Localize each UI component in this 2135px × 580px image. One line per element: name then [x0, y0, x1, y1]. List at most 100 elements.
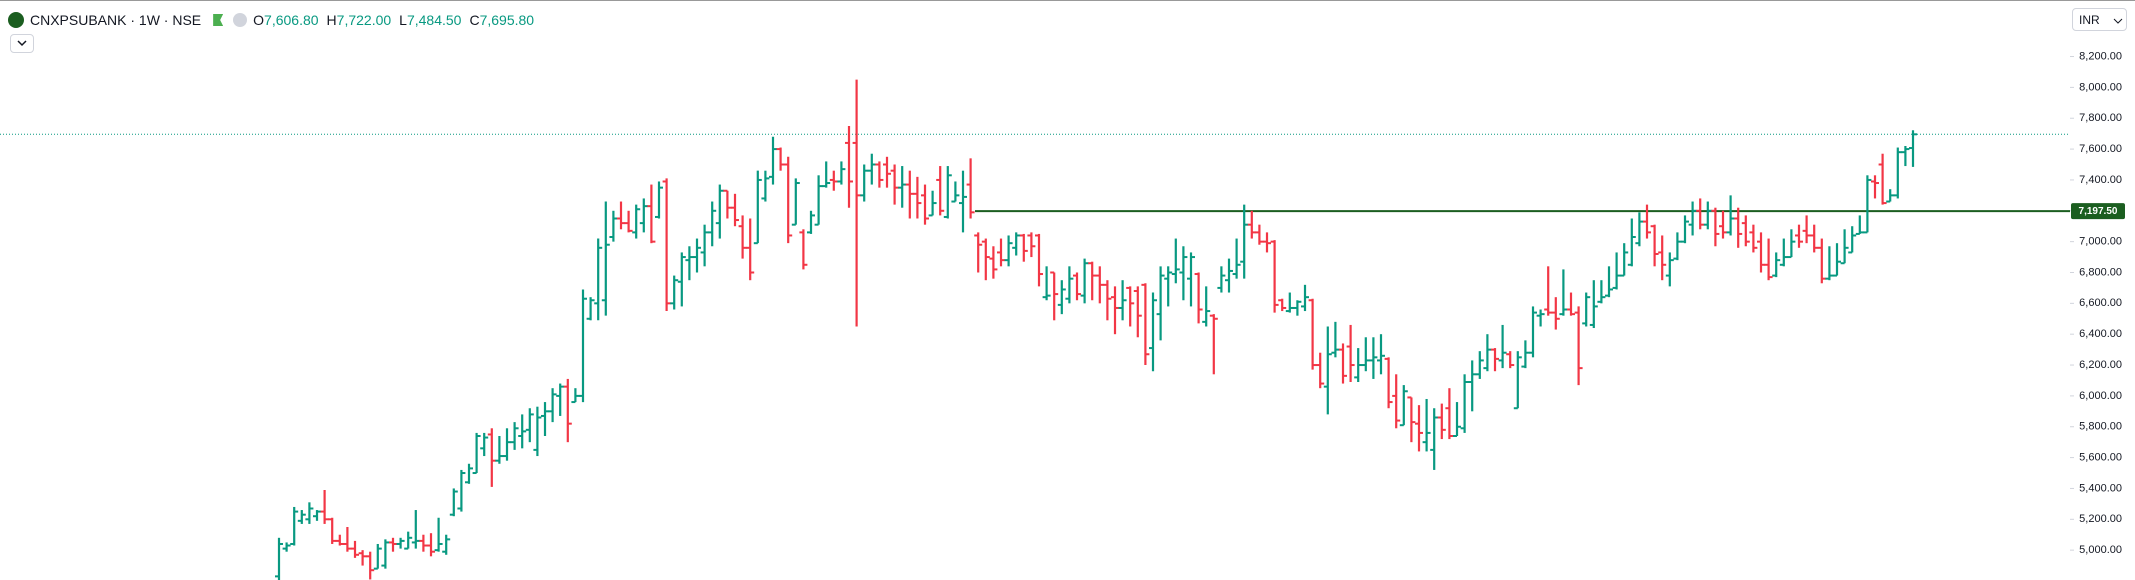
- ohlc-bar: [1293, 300, 1302, 316]
- ohlc-bar: [1339, 343, 1347, 384]
- ohlc-bar: [1855, 215, 1864, 235]
- toggle-button[interactable]: [233, 13, 248, 27]
- ohlc-bar: [1103, 280, 1112, 321]
- ohlc-bar: [1323, 326, 1332, 415]
- ohlc-bar: [290, 506, 299, 546]
- ohlc-bar: [1377, 334, 1385, 375]
- symbol-title[interactable]: CNXPSUBANK · 1W · NSE: [30, 12, 202, 28]
- ohlc-bar: [343, 527, 352, 552]
- ohlc-bar: [1635, 212, 1644, 247]
- ohlc-bar: [1027, 232, 1036, 258]
- ohlc-bar: [738, 215, 747, 259]
- ohlc-bar: [1483, 334, 1492, 372]
- y-tick-label: 5,400.00: [2079, 482, 2122, 494]
- ohlc-bar: [1460, 374, 1469, 433]
- ohlc-bar: [1825, 246, 1834, 281]
- collapse-button[interactable]: [10, 34, 34, 53]
- ohlc-bar: [662, 178, 671, 312]
- ohlc-bar: [1787, 229, 1796, 259]
- y-tick-label: 5,800.00: [2079, 421, 2122, 433]
- ohlc-bar: [632, 204, 641, 239]
- legend-key: O: [253, 12, 265, 28]
- y-tick-label: 8,000.00: [2079, 81, 2122, 93]
- ohlc-bar: [837, 161, 846, 185]
- ohlc-bar: [396, 537, 405, 549]
- ohlc-bar: [639, 198, 648, 233]
- chevron-icon: [17, 40, 27, 47]
- symbol-header: CNXPSUBANK · 1W · NSE O7,606.80 H7,722.00…: [8, 9, 542, 31]
- ohlc-bar: [822, 161, 831, 188]
- ohlc-bar: [966, 158, 975, 219]
- ohlc-bar: [282, 542, 291, 552]
- ohlc-bar: [1779, 238, 1788, 267]
- ohlc-bar: [434, 517, 443, 552]
- ohlc-bar: [784, 156, 793, 244]
- ohlc-bar: [974, 232, 983, 273]
- ohlc-bar: [1073, 272, 1081, 301]
- ohlc-bar: [936, 166, 945, 216]
- ohlc-bar: [1187, 252, 1195, 307]
- ohlc-bar: [465, 463, 473, 484]
- ohlc-bar: [769, 136, 777, 185]
- ohlc-bar: [571, 388, 580, 404]
- y-tick-label: 7,400.00: [2079, 174, 2122, 186]
- legend-value: 7,484.50: [406, 12, 462, 28]
- ohlc-bar: [1658, 235, 1667, 281]
- ohlc-bar: [518, 414, 527, 449]
- ohlc-bar: [1430, 408, 1439, 470]
- ohlc-bar: [1726, 195, 1735, 236]
- ohlc-bar: [989, 246, 998, 279]
- y-tick-label: 6,200.00: [2079, 359, 2122, 371]
- ohlc-bar: [1392, 374, 1401, 429]
- ohlc-bar: [852, 79, 861, 327]
- ohlc-bar: [1171, 238, 1180, 284]
- flag-icon[interactable]: [213, 14, 224, 26]
- ohlc-bar: [1711, 207, 1720, 247]
- ohlc-bar: [670, 275, 679, 310]
- ohlc-bar: [1521, 340, 1530, 369]
- ohlc-bar: [1308, 298, 1317, 370]
- ohlc-bar: [541, 402, 549, 436]
- ohlc-bar: [1111, 286, 1119, 335]
- ohlc-bar: [297, 510, 306, 524]
- ohlc-bar: [921, 184, 929, 225]
- legend-value: 7,722.00: [336, 12, 392, 28]
- ohlc-bar: [411, 510, 420, 549]
- ohlc-bar: [1255, 224, 1264, 245]
- ohlc-bar: [472, 432, 481, 475]
- legend-value: 7,606.80: [264, 12, 319, 28]
- ohlc-bar: [928, 190, 937, 217]
- dropdown-arrow: [2113, 18, 2123, 24]
- ohlc-bar: [890, 164, 899, 205]
- ohlc-bar: [1453, 402, 1461, 437]
- ohlc-bar: [1612, 252, 1621, 290]
- ohlc-bar: [1506, 351, 1515, 369]
- ohlc-bar: [799, 229, 808, 270]
- ohlc-bar: [366, 551, 375, 580]
- ohlc-bar: [1848, 226, 1857, 254]
- ohlc-bar: [883, 156, 891, 188]
- ohlc-bar: [1285, 292, 1294, 313]
- ohlc-bar: [1643, 204, 1651, 239]
- ohlc-bar: [275, 537, 283, 580]
- ohlc-bar: [1757, 232, 1765, 273]
- ohlc-bar: [480, 432, 489, 457]
- currency-dropdown[interactable]: INR: [2072, 8, 2127, 31]
- ohlc-bar: [1179, 246, 1188, 301]
- ohlc-bar: [1863, 175, 1872, 234]
- ohlc-bar: [647, 184, 656, 244]
- y-tick-label: 7,600.00: [2079, 143, 2122, 155]
- ohlc-bar: [1719, 210, 1727, 239]
- ohlc-bar: [1513, 351, 1522, 410]
- ohlc-bar: [1673, 232, 1682, 261]
- ohlc-bar: [1141, 283, 1150, 366]
- ohlc-bar: [1232, 238, 1241, 279]
- ohlc-bar: [1627, 218, 1636, 267]
- ohlc-bar: [943, 166, 952, 219]
- ohlc-bar: [1035, 233, 1043, 287]
- level-label-box: [2071, 203, 2125, 220]
- ohlc-bar: [1559, 269, 1568, 316]
- ohlc-bar: [1802, 215, 1811, 244]
- legend-item: C7,695.80: [469, 12, 534, 28]
